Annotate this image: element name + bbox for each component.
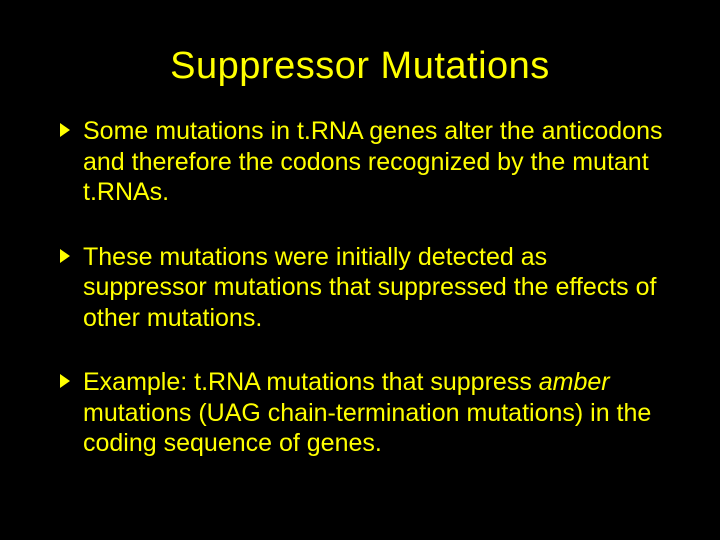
bullet-item: Some mutations in t.RNA genes alter the …	[55, 116, 665, 208]
bullet-text: Some mutations in t.RNA genes alter the …	[83, 117, 663, 206]
bullet-item: These mutations were initially detected …	[55, 242, 665, 334]
bullet-text-italic: amber	[539, 368, 610, 396]
bullet-text: These mutations were initially detected …	[83, 243, 656, 332]
bullet-list: Some mutations in t.RNA genes alter the …	[55, 116, 665, 459]
bullet-text-prefix: Example: t.RNA mutations that suppress	[83, 368, 539, 396]
bullet-item: Example: t.RNA mutations that suppress a…	[55, 367, 665, 459]
slide-title: Suppressor Mutations	[55, 45, 665, 88]
bullet-text-suffix: mutations (UAG chain-termination mutatio…	[83, 399, 651, 458]
